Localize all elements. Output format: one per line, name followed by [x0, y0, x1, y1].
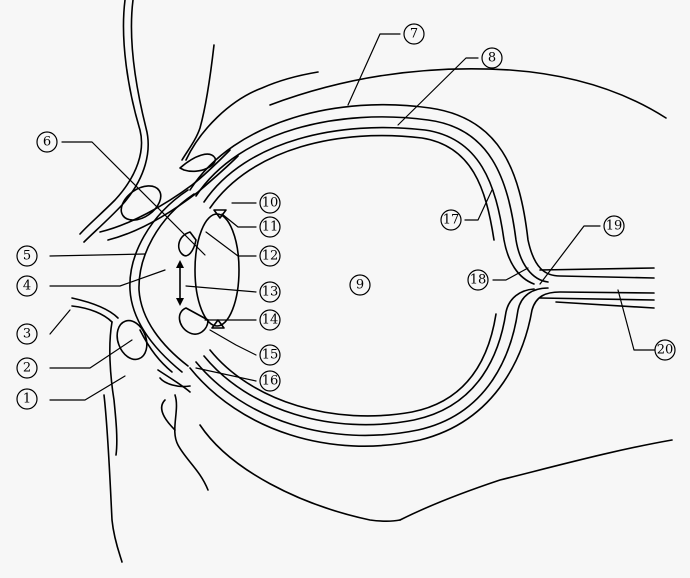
marker-12-label: 12: [262, 249, 279, 264]
lens: [194, 213, 240, 327]
marker-9: 9: [349, 274, 371, 296]
marker-7: 7: [403, 23, 425, 45]
marker-10-label: 10: [262, 196, 279, 211]
marker-16-label: 16: [262, 374, 279, 389]
sclera: [189, 103, 655, 447]
marker-6-label: 6: [43, 135, 51, 150]
marker-5-label: 5: [23, 249, 31, 264]
marker-5: 5: [16, 245, 38, 267]
marker-15: 15: [259, 344, 281, 366]
marker-2: 2: [16, 357, 38, 379]
marker-2-label: 2: [23, 361, 31, 376]
lower-eyelid: [71, 297, 209, 563]
choroid: [195, 116, 549, 437]
ciliary-body: [211, 209, 227, 329]
marker-4-label: 4: [23, 279, 31, 294]
marker-20: 20: [654, 339, 676, 361]
marker-11-label: 11: [262, 220, 279, 235]
marker-12: 12: [259, 245, 281, 267]
marker-1-label: 1: [23, 392, 31, 407]
marker-14-label: 14: [262, 313, 279, 328]
marker-13: 13: [259, 281, 281, 303]
marker-9-label: 9: [356, 278, 364, 293]
marker-8: 8: [481, 47, 503, 69]
marker-3-label: 3: [23, 327, 31, 342]
marker-19: 19: [603, 215, 625, 237]
marker-19-label: 19: [606, 219, 623, 234]
marker-3: 3: [16, 323, 38, 345]
marker-8-label: 8: [488, 51, 496, 66]
marker-7-label: 7: [410, 27, 418, 42]
upper-eyelid: [79, 0, 319, 243]
marker-1: 1: [16, 388, 38, 410]
marker-20-label: 20: [657, 343, 674, 358]
orbit-outline: [199, 68, 673, 522]
marker-18-label: 18: [470, 273, 487, 288]
marker-11: 11: [259, 216, 281, 238]
marker-17: 17: [440, 209, 462, 231]
iris: [177, 231, 209, 335]
marker-10: 10: [259, 192, 281, 214]
anterior-chamber-arrow: [176, 260, 184, 306]
leader-lines: [49, 33, 661, 401]
optic-nerve: [539, 267, 655, 309]
marker-17-label: 17: [443, 213, 460, 228]
marker-18: 18: [467, 269, 489, 291]
marker-4: 4: [16, 275, 38, 297]
retina: [203, 126, 535, 426]
marker-15-label: 15: [262, 348, 279, 363]
marker-16: 16: [259, 370, 281, 392]
marker-6: 6: [36, 131, 58, 153]
marker-14: 14: [259, 309, 281, 331]
marker-13-label: 13: [262, 285, 279, 300]
